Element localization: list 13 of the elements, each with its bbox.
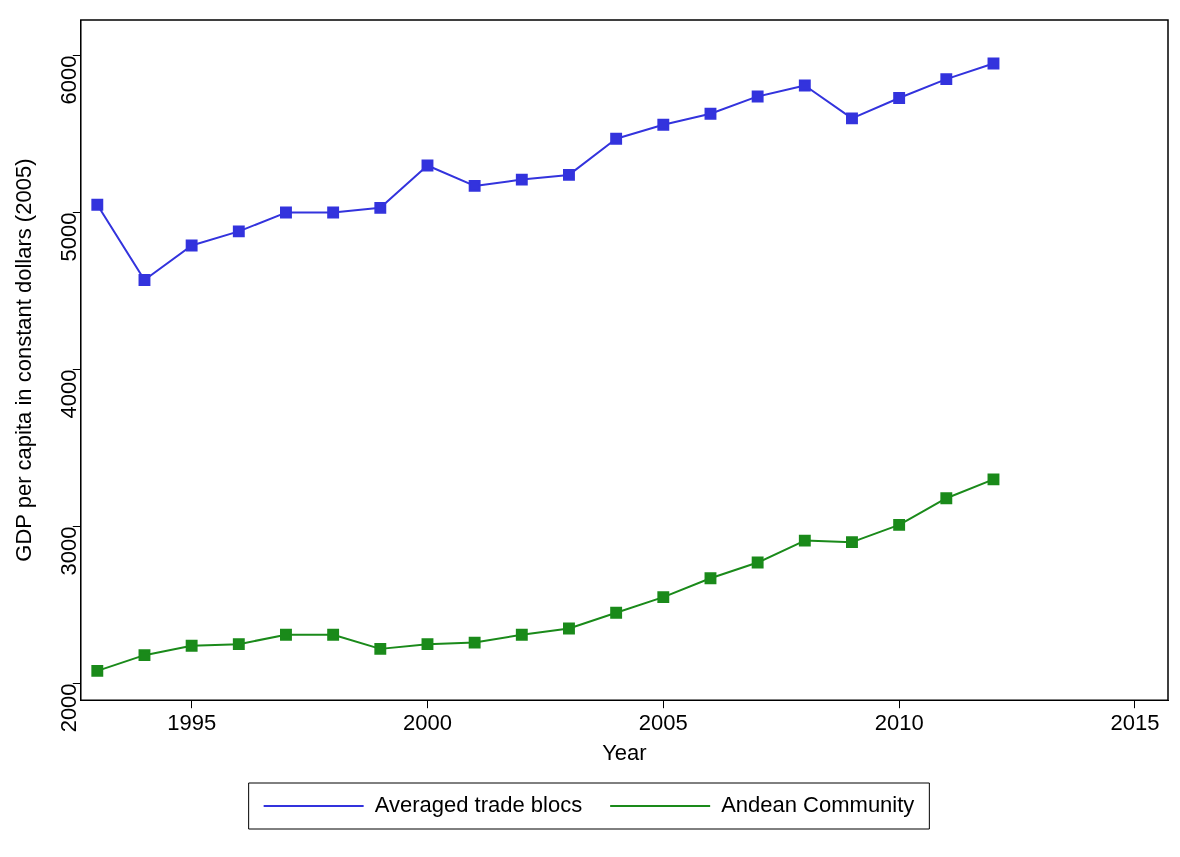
x-axis-title: Year <box>602 739 647 765</box>
y-axis-title: GDP per capita in constant dollars (2005) <box>11 158 37 562</box>
legend-label: Andean Community <box>721 792 915 818</box>
x-tick-label: 2005 <box>638 710 688 736</box>
y-tick-label: 4000 <box>55 369 81 419</box>
x-tick-label: 1995 <box>167 710 217 736</box>
y-tick-label: 3000 <box>55 526 81 576</box>
y-tick-label: 5000 <box>55 212 81 262</box>
x-tick-label: 2010 <box>874 710 924 736</box>
x-tick-label: 2000 <box>403 710 452 736</box>
legend-label: Averaged trade blocs <box>374 792 583 818</box>
x-tick-label: 2015 <box>1110 710 1160 736</box>
y-tick-label: 6000 <box>55 55 81 105</box>
